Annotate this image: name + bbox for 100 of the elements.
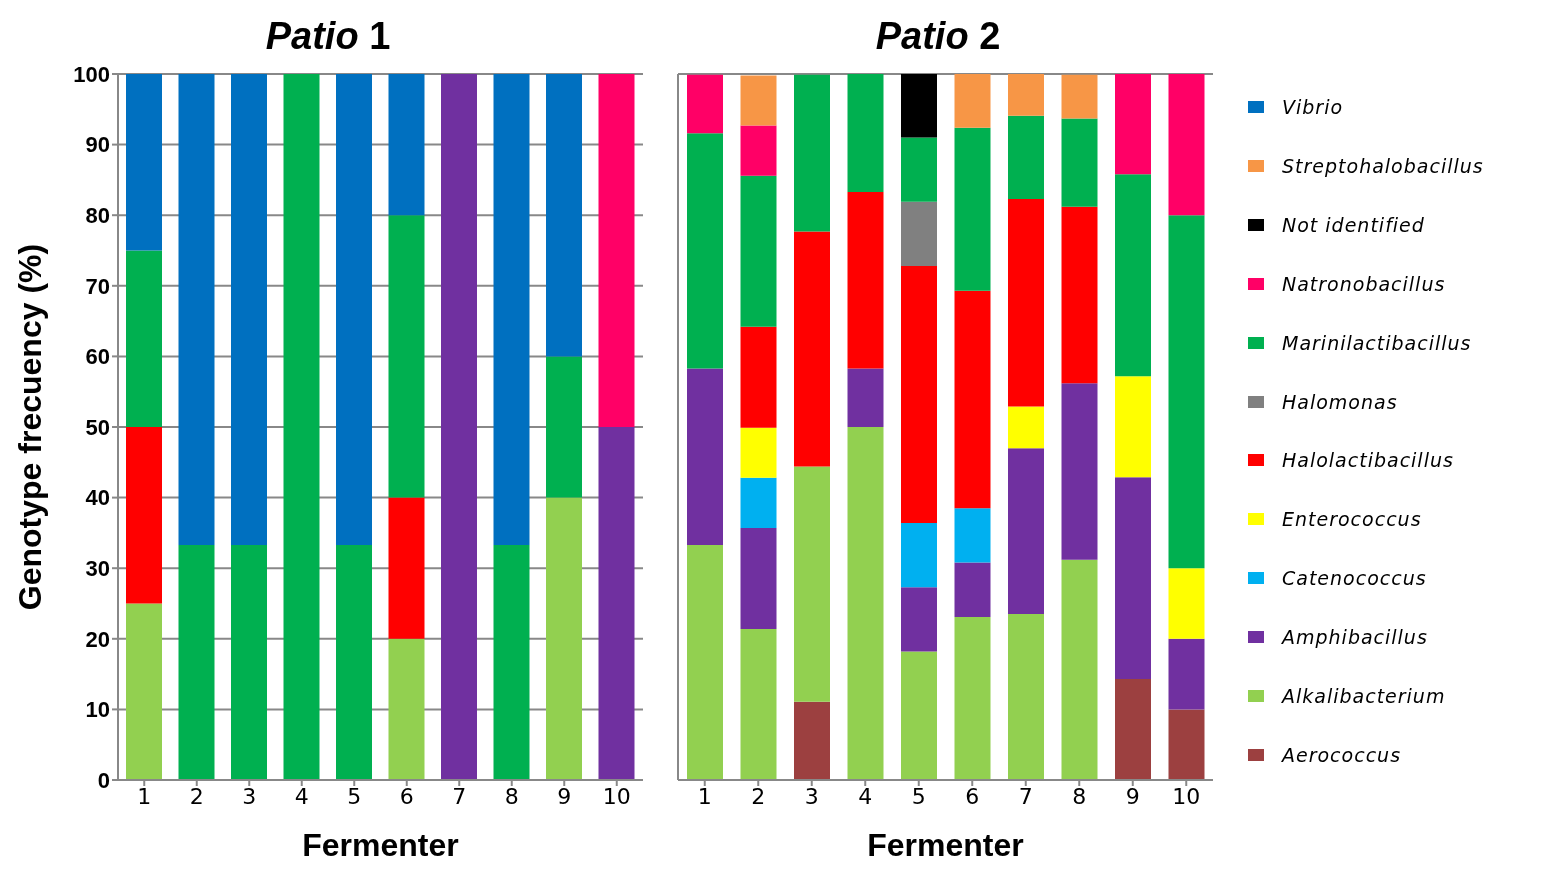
bar xyxy=(126,250,162,427)
bar xyxy=(388,215,425,498)
bar xyxy=(1008,448,1044,615)
bar xyxy=(493,74,530,545)
bar xyxy=(178,74,215,545)
bar xyxy=(1061,559,1098,780)
y-tick-label: 20 xyxy=(85,626,110,652)
bar xyxy=(1008,406,1044,449)
y-axis-title: Genotype frecuency (%) xyxy=(12,243,49,611)
bar xyxy=(740,527,777,629)
legend-label: Enterococcus xyxy=(1282,508,1422,531)
bar xyxy=(1168,74,1205,216)
x-tick-label: 7 xyxy=(1018,783,1033,809)
bar xyxy=(1008,614,1044,780)
x-tick-label: 2 xyxy=(189,783,204,809)
legend-label: Vibrio xyxy=(1282,96,1344,119)
bar xyxy=(847,368,884,427)
x-tick-label: 7 xyxy=(452,783,467,809)
bar xyxy=(847,191,884,369)
bar xyxy=(598,74,635,427)
bar xyxy=(954,127,991,291)
y-tick-label: 90 xyxy=(85,132,110,158)
bar xyxy=(336,74,372,545)
bar xyxy=(954,74,991,128)
legend-label: Catenococcus xyxy=(1282,567,1427,590)
bar xyxy=(231,544,267,780)
bar xyxy=(847,74,884,192)
bar xyxy=(388,638,425,780)
x-tick-label: 2 xyxy=(751,783,766,809)
bar xyxy=(687,368,723,545)
legend-label: Streptohalobacillus xyxy=(1282,155,1484,178)
bar xyxy=(1115,174,1151,377)
bar xyxy=(1168,709,1205,780)
bar xyxy=(126,427,162,604)
y-tick-label: 30 xyxy=(85,556,110,582)
bar xyxy=(126,603,162,780)
y-tick-label: 50 xyxy=(85,414,110,440)
x-axis-title: Fermenter xyxy=(867,827,1024,863)
bar xyxy=(847,427,884,780)
bar xyxy=(493,544,530,780)
legend-label: Halomonas xyxy=(1282,390,1398,413)
x-tick-label: 4 xyxy=(294,783,309,809)
bar xyxy=(1061,118,1098,207)
x-tick-label: 5 xyxy=(911,783,926,809)
bar xyxy=(794,701,830,780)
bar xyxy=(954,616,991,780)
legend-label: Marinilactibacillus xyxy=(1282,331,1472,354)
bar xyxy=(1061,206,1098,384)
bar xyxy=(1061,74,1098,119)
bar xyxy=(954,562,991,617)
bar xyxy=(1168,568,1205,639)
bar xyxy=(954,290,991,509)
bar xyxy=(1168,215,1205,569)
y-tick-label: 0 xyxy=(97,767,110,793)
y-tick-label: 100 xyxy=(73,61,110,87)
bar xyxy=(1008,74,1044,116)
bar xyxy=(740,175,777,327)
x-tick-label: 9 xyxy=(557,783,572,809)
x-tick-label: 9 xyxy=(1125,783,1140,809)
x-tick-label: 4 xyxy=(858,783,873,809)
y-tick-label: 70 xyxy=(85,273,110,299)
bar xyxy=(1008,198,1044,407)
y-tick-label: 10 xyxy=(85,697,110,723)
bar xyxy=(598,427,635,780)
x-tick-label: 3 xyxy=(804,783,819,809)
legend-label: Amphibacillus xyxy=(1282,625,1428,648)
bar xyxy=(740,125,777,176)
legend-label: Not identified xyxy=(1282,214,1425,237)
bar xyxy=(178,544,215,780)
bar xyxy=(901,651,937,780)
bar xyxy=(1115,477,1151,680)
x-tick-label: 10 xyxy=(602,783,631,809)
bar xyxy=(388,74,425,216)
x-tick-label: 8 xyxy=(1072,783,1087,809)
x-tick-label: 10 xyxy=(1172,783,1201,809)
bar xyxy=(687,133,723,369)
legend-label: Alkalibacterium xyxy=(1282,684,1446,707)
x-tick-label: 6 xyxy=(965,783,980,809)
bar xyxy=(126,74,162,251)
legend-label: Aerococcus xyxy=(1282,743,1402,766)
bar xyxy=(687,544,723,780)
bar xyxy=(901,201,937,267)
bar xyxy=(740,427,777,478)
bar xyxy=(546,356,582,498)
bar xyxy=(546,74,582,357)
x-axis-title: Fermenter xyxy=(302,827,459,863)
bar xyxy=(1115,679,1151,780)
chart-title: Patio 1 xyxy=(265,15,391,57)
x-tick-label: 5 xyxy=(347,783,362,809)
legend-label: Natronobacillus xyxy=(1282,272,1446,295)
bar xyxy=(231,74,267,545)
y-tick-label: 40 xyxy=(85,485,110,511)
bar xyxy=(901,587,937,652)
bar xyxy=(901,266,937,524)
bar xyxy=(1115,74,1151,175)
bar xyxy=(901,74,937,138)
bar xyxy=(901,523,937,588)
bar xyxy=(740,75,777,126)
chart-title: Patio 2 xyxy=(874,14,1002,59)
bar xyxy=(740,326,777,428)
